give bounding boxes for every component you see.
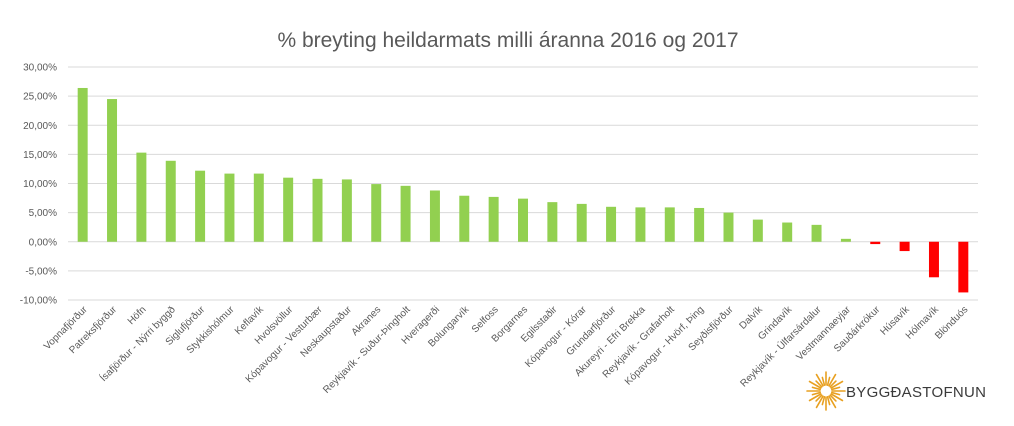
bar bbox=[694, 207, 705, 242]
y-tick-label: 25,00% bbox=[23, 92, 57, 103]
bar bbox=[400, 185, 411, 242]
y-tick-label: 5,00% bbox=[29, 208, 57, 219]
x-tick-label: Grundarfjörður bbox=[564, 303, 619, 358]
y-tick-label: 10,00% bbox=[23, 179, 57, 190]
bar bbox=[606, 206, 617, 242]
bar bbox=[664, 207, 675, 242]
bar bbox=[752, 219, 763, 242]
bar bbox=[429, 190, 440, 242]
y-axis-ticks: 30,00% 25,00% 20,00% 15,00% 10,00% 5,00% 0,00%… bbox=[20, 63, 57, 307]
bar bbox=[253, 173, 264, 242]
bar bbox=[459, 195, 470, 242]
bar bbox=[635, 207, 646, 242]
bar bbox=[840, 238, 851, 242]
bar bbox=[488, 196, 499, 242]
bar bbox=[283, 177, 294, 242]
bars bbox=[77, 87, 969, 293]
byggdastofnun-logo: BYGGÐASTOFNUN bbox=[806, 371, 986, 411]
y-tick-label: -5,00% bbox=[25, 266, 57, 277]
bar bbox=[958, 241, 969, 293]
sunburst-icon bbox=[806, 371, 846, 411]
chart-title: % breyting heildarmats milli áranna 2016… bbox=[277, 29, 738, 52]
bar bbox=[224, 173, 235, 242]
bar bbox=[870, 241, 881, 245]
bar bbox=[723, 212, 734, 242]
bar bbox=[782, 222, 793, 242]
bar bbox=[371, 184, 382, 242]
bar bbox=[165, 160, 176, 242]
y-tick-label: 30,00% bbox=[23, 63, 57, 74]
bar bbox=[547, 202, 558, 242]
bar bbox=[77, 87, 88, 242]
bar bbox=[195, 170, 206, 242]
logo-text: BYGGÐASTOFNUN bbox=[846, 384, 986, 401]
bar bbox=[811, 224, 822, 242]
y-tick-label: 0,00% bbox=[29, 237, 57, 248]
x-tick-label: Neskaupstaður bbox=[298, 303, 355, 360]
bar bbox=[576, 203, 587, 242]
bar bbox=[136, 152, 147, 242]
bar bbox=[518, 198, 528, 242]
bar bbox=[899, 241, 910, 252]
bar bbox=[341, 179, 352, 242]
x-tick-label: Dalvík bbox=[738, 304, 766, 332]
x-tick-label: Höfn bbox=[126, 304, 149, 327]
y-tick-label: 15,00% bbox=[23, 150, 57, 161]
bar bbox=[928, 241, 939, 278]
y-tick-label: -10,00% bbox=[20, 296, 57, 307]
bar bbox=[312, 178, 323, 242]
bar bbox=[107, 99, 118, 242]
y-tick-label: 20,00% bbox=[23, 121, 57, 132]
